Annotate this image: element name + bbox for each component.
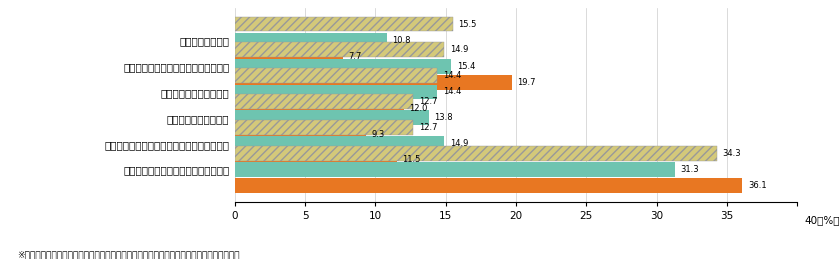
Text: 7.7: 7.7 bbox=[349, 52, 362, 61]
Text: 15.4: 15.4 bbox=[457, 62, 476, 71]
Bar bbox=[235, 178, 743, 193]
Text: 14.4: 14.4 bbox=[443, 71, 461, 80]
Text: 34.3: 34.3 bbox=[722, 149, 741, 158]
Bar bbox=[235, 84, 437, 99]
Text: 12.0: 12.0 bbox=[409, 104, 428, 113]
Bar bbox=[235, 127, 366, 141]
Bar bbox=[235, 101, 404, 116]
Text: 14.9: 14.9 bbox=[450, 139, 468, 148]
Bar bbox=[235, 162, 675, 177]
Text: 15.5: 15.5 bbox=[458, 19, 477, 28]
Text: 19.7: 19.7 bbox=[518, 78, 536, 87]
Bar bbox=[235, 110, 429, 125]
Bar bbox=[235, 33, 387, 48]
Bar bbox=[235, 17, 453, 32]
Text: 13.8: 13.8 bbox=[435, 113, 453, 122]
Bar bbox=[235, 75, 512, 90]
Text: 12.7: 12.7 bbox=[419, 123, 437, 132]
Bar bbox=[235, 68, 437, 83]
Text: 14.9: 14.9 bbox=[450, 45, 468, 54]
Text: 31.3: 31.3 bbox=[680, 165, 699, 174]
Text: ※回答に「今後新たに展開したいと考えている事業」があった企業数で除した数値である。: ※回答に「今後新たに展開したいと考えている事業」があった企業数で除した数値である… bbox=[17, 250, 239, 259]
Text: 9.3: 9.3 bbox=[371, 130, 384, 139]
Bar bbox=[235, 153, 397, 167]
Text: 36.1: 36.1 bbox=[748, 181, 767, 190]
Text: 14.4: 14.4 bbox=[443, 88, 461, 96]
Text: 10.8: 10.8 bbox=[393, 36, 411, 45]
Text: 40（%）: 40（%） bbox=[804, 215, 839, 226]
Text: 11.5: 11.5 bbox=[402, 155, 420, 164]
Bar bbox=[235, 120, 414, 135]
Bar bbox=[235, 42, 445, 57]
Bar bbox=[235, 146, 717, 161]
Bar bbox=[235, 59, 451, 74]
Text: 12.7: 12.7 bbox=[419, 97, 437, 106]
Bar bbox=[235, 136, 445, 151]
Bar bbox=[235, 49, 343, 64]
Bar bbox=[235, 94, 414, 109]
